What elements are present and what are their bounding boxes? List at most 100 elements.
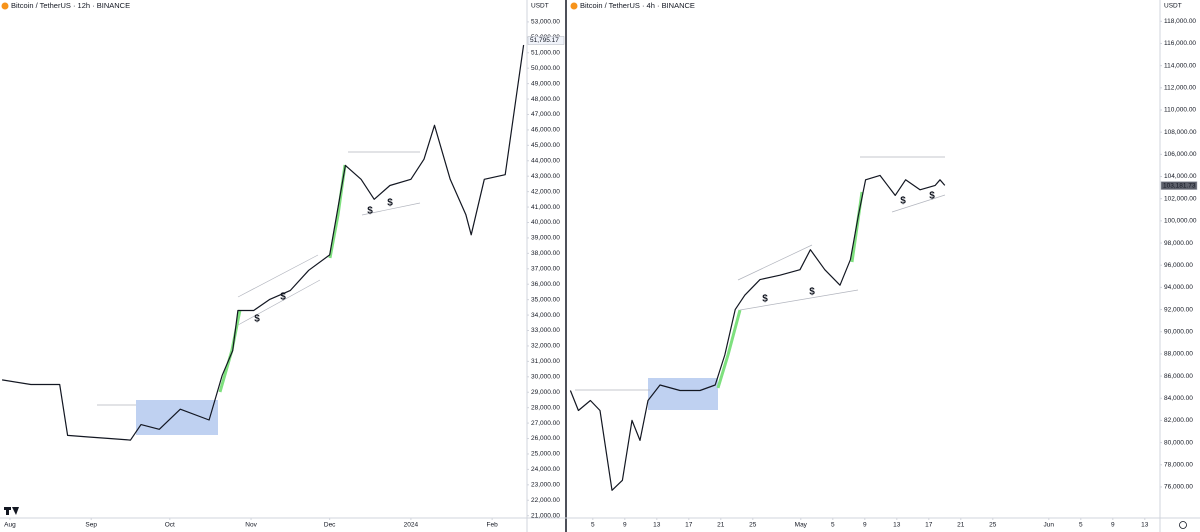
x-tick-label: 2024 <box>404 522 419 529</box>
currency-label: USDT <box>531 3 549 10</box>
pattern-lines <box>237 151 421 326</box>
x-tick-label: 5 <box>831 522 835 529</box>
annotation: $ <box>900 196 906 207</box>
y-tick-label: 25,000.00 <box>531 451 560 458</box>
y-tick-label: 40,000.00 <box>531 219 560 226</box>
annotation: $ <box>809 287 815 298</box>
annotation: $ <box>254 314 260 325</box>
y-tick-label: 46,000.00 <box>531 127 560 134</box>
last-price-box <box>1160 181 1198 190</box>
annotation: $ <box>762 294 768 305</box>
x-tick-label: 9 <box>1111 522 1115 529</box>
last-price-label: 51,795.17 <box>530 37 559 44</box>
y-tick-label: 100,000.00 <box>1164 218 1197 225</box>
y-tick-label: 114,000.00 <box>1164 62 1196 69</box>
x-tick-label: Aug <box>4 522 16 529</box>
x-tick-label: 25 <box>989 522 997 529</box>
y-tick-label: 23,000.00 <box>531 482 560 489</box>
y-tick-label: 96,000.00 <box>1164 262 1193 269</box>
price-line <box>569 174 946 491</box>
y-tick-label: 33,000.00 <box>531 327 560 334</box>
x-tick-label: 9 <box>623 522 627 529</box>
y-tick-label: 22,000.00 <box>531 497 560 504</box>
y-tick-label: 49,000.00 <box>531 80 560 87</box>
x-tick-label: Nov <box>245 522 257 529</box>
y-tick-label: 108,000.00 <box>1164 129 1197 136</box>
y-tick-label: 31,000.00 <box>531 358 560 365</box>
x-tick-label: 5 <box>1079 522 1083 529</box>
y-tick-label: 102,000.00 <box>1164 195 1197 202</box>
y-tick-label: 104,000.00 <box>1164 173 1197 180</box>
x-tick-label: 13 <box>893 522 901 529</box>
y-tick-label: 84,000.00 <box>1164 395 1193 402</box>
pattern-lines <box>737 156 946 311</box>
y-tick-label: 80,000.00 <box>1164 439 1193 446</box>
x-tick-label: 5 <box>591 522 595 529</box>
x-tick-label: Jun <box>1044 522 1055 529</box>
annotation: $ <box>280 292 286 303</box>
x-tick-label: 25 <box>749 522 757 529</box>
y-tick-label: 51,000.00 <box>531 49 560 56</box>
y-tick-label: 45,000.00 <box>531 142 560 149</box>
y-tick-label: 42,000.00 <box>531 188 560 195</box>
range-box <box>648 378 718 410</box>
chart-title: Bitcoin / TetherUS · 12h · BINANCE <box>11 1 130 10</box>
y-tick-label: 26,000.00 <box>531 435 560 442</box>
x-tick-label: 13 <box>1141 522 1149 529</box>
y-tick-label: 82,000.00 <box>1164 417 1193 424</box>
y-tick-label: 35,000.00 <box>531 296 560 303</box>
y-tick-label: 88,000.00 <box>1164 351 1193 358</box>
last-price-label: 103,181.73 <box>1163 182 1196 189</box>
x-tick-label: May <box>795 522 808 529</box>
y-tick-label: 110,000.00 <box>1164 107 1196 114</box>
x-tick-label: 21 <box>957 522 965 529</box>
y-tick-label: 50,000.00 <box>531 65 560 72</box>
annotation: $ <box>929 191 935 202</box>
y-tick-label: 37,000.00 <box>531 266 560 273</box>
highlight <box>218 309 242 393</box>
y-tick-label: 36,000.00 <box>531 281 560 288</box>
y-tick-label: 38,000.00 <box>531 250 560 257</box>
y-tick-label: 44,000.00 <box>531 157 560 164</box>
settings-icon[interactable] <box>1179 521 1187 529</box>
range-box <box>136 400 218 435</box>
x-tick-label: 21 <box>717 522 725 529</box>
y-tick-label: 24,000.00 <box>531 466 560 473</box>
chart-title: Bitcoin / TetherUS · 4h · BINANCE <box>580 1 695 10</box>
annotation: $ <box>387 198 393 209</box>
y-tick-label: 98,000.00 <box>1164 240 1193 247</box>
x-tick-label: Oct <box>165 522 175 529</box>
x-tick-label: Sep <box>85 522 97 529</box>
y-tick-label: 21,000.00 <box>531 512 560 519</box>
y-tick-label: 29,000.00 <box>531 389 560 396</box>
symbol-icon <box>570 2 578 10</box>
y-tick-label: 92,000.00 <box>1164 306 1193 313</box>
highlight <box>716 309 742 389</box>
y-tick-label: 43,000.00 <box>531 173 560 180</box>
x-tick-label: Feb <box>487 522 499 529</box>
price-line <box>2 44 525 441</box>
x-tick-label: 9 <box>863 522 867 529</box>
y-tick-label: 30,000.00 <box>531 374 560 381</box>
y-tick-label: 47,000.00 <box>531 111 560 118</box>
y-tick-label: 34,000.00 <box>531 312 560 319</box>
y-tick-label: 118,000.00 <box>1164 18 1196 25</box>
x-tick-label: Dec <box>324 522 336 529</box>
currency-label: USDT <box>1164 3 1182 10</box>
annotation: $ <box>367 206 373 217</box>
x-tick-label: 17 <box>925 522 933 529</box>
y-tick-label: 53,000.00 <box>531 19 560 26</box>
y-tick-label: 27,000.00 <box>531 420 560 427</box>
y-tick-label: 94,000.00 <box>1164 284 1193 291</box>
y-tick-label: 48,000.00 <box>531 96 560 103</box>
y-tick-label: 90,000.00 <box>1164 328 1193 335</box>
y-tick-label: 39,000.00 <box>531 235 560 242</box>
y-tick-label: 76,000.00 <box>1164 484 1193 491</box>
y-tick-label: 112,000.00 <box>1164 85 1196 92</box>
symbol-icon <box>1 2 9 10</box>
x-tick-label: 13 <box>653 522 661 529</box>
x-tick-label: 17 <box>685 522 693 529</box>
y-tick-label: 41,000.00 <box>531 204 560 211</box>
